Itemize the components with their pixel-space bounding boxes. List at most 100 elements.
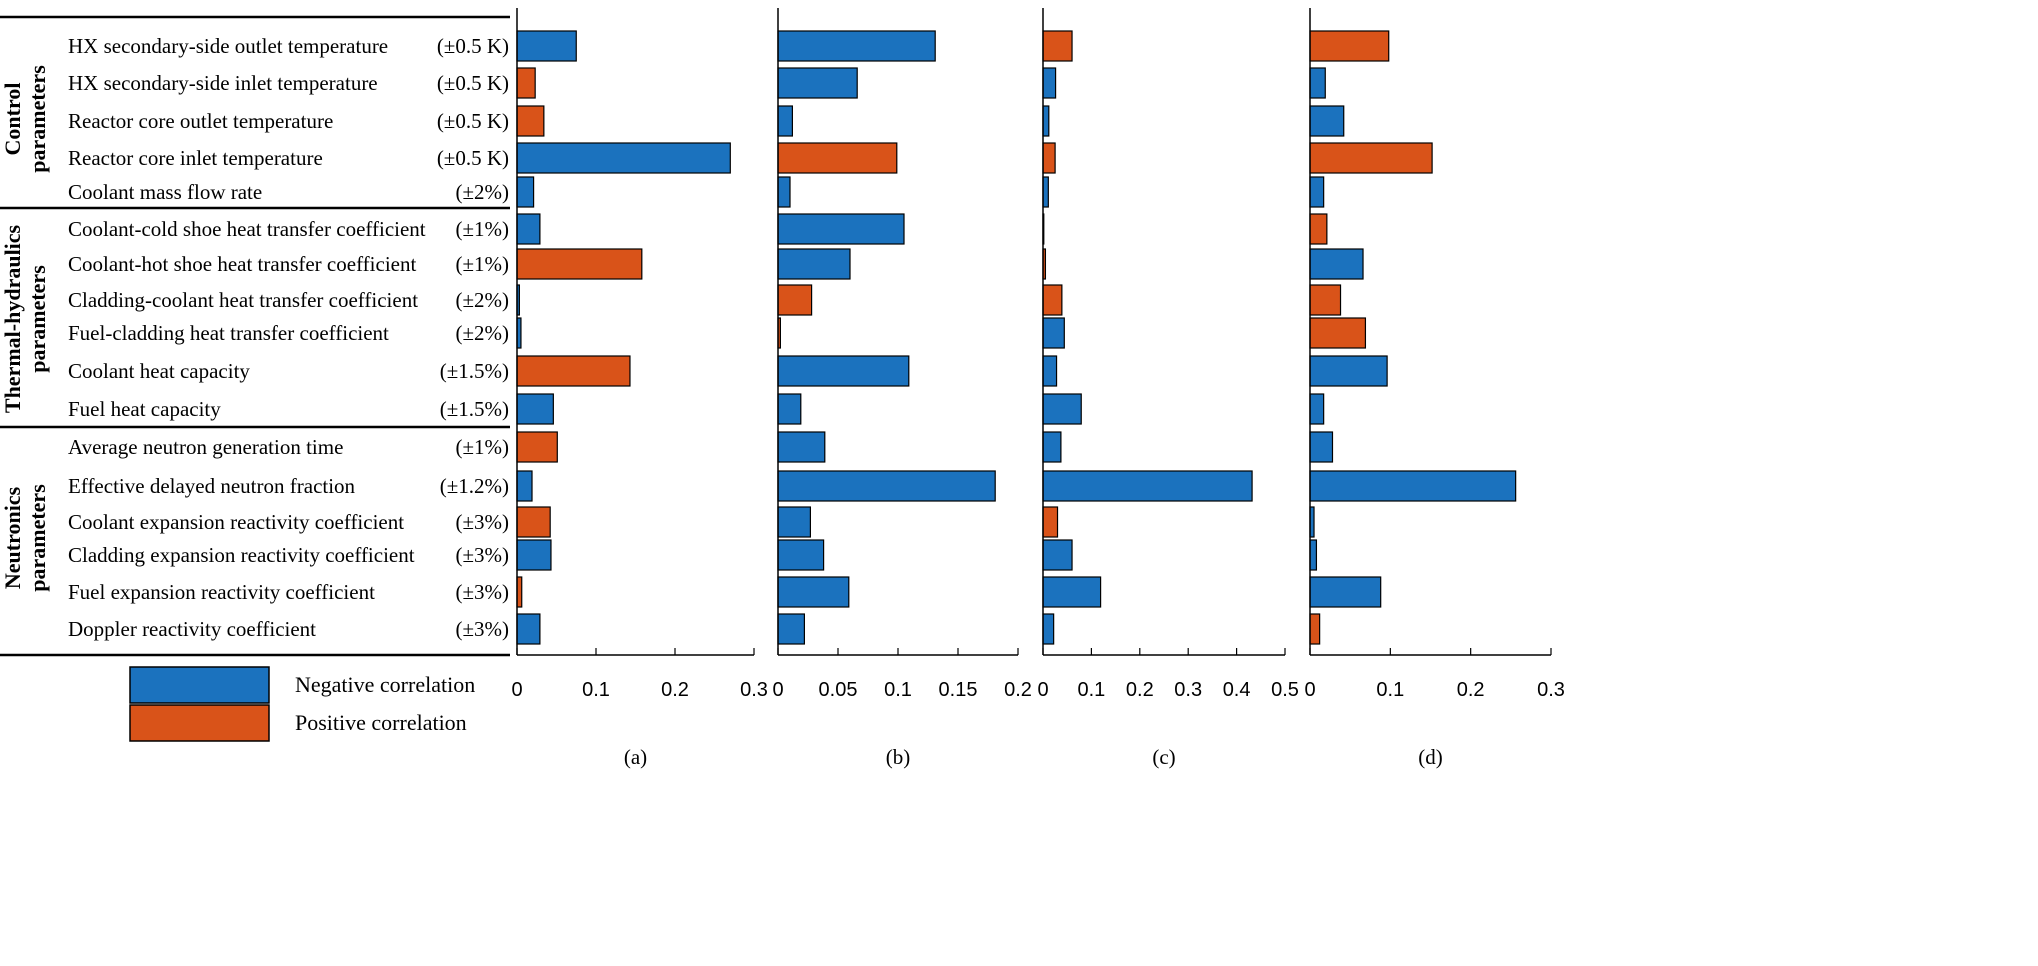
bar-negative [1042, 576, 1102, 608]
parameter-name: Effective delayed neutron fraction [68, 474, 356, 498]
x-tick-label: 0.3 [1537, 679, 1565, 701]
bar-negative [1042, 470, 1253, 502]
bar-negative [516, 393, 554, 425]
parameter-range: (±3%) [455, 580, 509, 604]
bar-negative [777, 470, 996, 502]
bar-negative [516, 30, 577, 62]
bar-negative [1309, 576, 1382, 608]
bar-positive [777, 284, 813, 316]
parameter-range: (±2%) [455, 321, 509, 345]
parameter-name: Fuel heat capacity [68, 397, 221, 421]
parameter-name: Coolant-cold shoe heat transfer coeffici… [68, 217, 426, 241]
parameter-range: (±1.2%) [440, 474, 509, 498]
parameter-range: (±3%) [455, 510, 509, 534]
bar-negative [1309, 431, 1334, 463]
legend-swatch-negative [129, 666, 270, 704]
bar-positive [516, 506, 551, 538]
bar-positive [516, 248, 643, 280]
parameter-table: HX secondary-side outlet temperature (±0.… [0, 15, 510, 657]
parameter-range: (±1%) [455, 217, 509, 241]
bar-positive [1042, 30, 1073, 62]
legend: Negative correlation Positive correlation [129, 666, 475, 742]
group-label: parameters [25, 265, 50, 373]
bar-positive [1309, 142, 1433, 174]
bar-negative [516, 176, 535, 208]
bar-negative [1309, 248, 1364, 280]
x-tick-label: 0 [772, 679, 783, 701]
panel-label: (b) [886, 745, 911, 769]
parameter-name: Coolant mass flow rate [68, 180, 262, 204]
x-tick-label: 0.2 [1004, 679, 1032, 701]
panel-d: 0 0.1 0.2 0.3 (d) [1304, 8, 1565, 769]
parameter-range: (±3%) [455, 543, 509, 567]
bar-negative [1042, 431, 1062, 463]
bar-negative [516, 613, 541, 645]
group-label: Thermal-hydraulics [0, 224, 25, 413]
x-tick-label: 0.1 [582, 679, 610, 701]
x-tick-label: 0.1 [1077, 679, 1105, 701]
bar-positive [516, 355, 631, 387]
x-tick-label: 0.15 [939, 679, 978, 701]
bar-positive [1309, 317, 1367, 349]
bar-negative [777, 67, 858, 99]
bar-negative [1309, 105, 1345, 137]
bar-negative [777, 105, 793, 137]
group-label: Neutronics [0, 486, 25, 589]
x-tick-label: 0 [1304, 679, 1315, 701]
bar-negative [516, 213, 541, 245]
x-tick-label: 0.4 [1223, 679, 1251, 701]
bar-negative [1309, 176, 1325, 208]
bar-negative [1042, 176, 1049, 208]
bar-negative [516, 142, 731, 174]
bar-negative [777, 176, 791, 208]
bar-negative [1309, 470, 1517, 502]
parameter-name: Fuel expansion reactivity coefficient [68, 580, 375, 604]
bar-negative [1042, 317, 1065, 349]
parameter-range: (±1.5%) [440, 397, 509, 421]
parameter-range: (±0.5 K) [437, 34, 509, 58]
x-tick-label: 0.2 [1126, 679, 1154, 701]
bar-positive [1309, 30, 1390, 62]
parameter-name: HX secondary-side outlet temperature [68, 34, 388, 58]
bar-negative [1042, 393, 1082, 425]
x-tick-label: 0.2 [1457, 679, 1485, 701]
bar-positive [516, 431, 558, 463]
bar-positive [1042, 506, 1059, 538]
bar-negative [777, 393, 802, 425]
bar-negative [1042, 355, 1058, 387]
x-tick-label: 0.3 [740, 679, 768, 701]
chart-panels: 0 0.1 0.2 0.3 (a) 0 0.05 0.1 0.15 0.2 (b) 0 0.1 0.2 0.… [511, 8, 1565, 769]
parameter-name: Coolant heat capacity [68, 359, 250, 383]
parameter-name: Cladding-coolant heat transfer coefficie… [68, 288, 418, 312]
bar-negative [777, 576, 850, 608]
bar-negative [1042, 613, 1055, 645]
parameter-name: Coolant expansion reactivity coefficient [68, 510, 404, 534]
bar-negative [777, 613, 805, 645]
bar-negative [777, 30, 936, 62]
parameter-name: Average neutron generation time [68, 435, 343, 459]
bar-negative [1309, 67, 1326, 99]
bar-negative [1309, 539, 1318, 571]
parameter-name: Reactor core inlet temperature [68, 146, 323, 170]
parameter-range: (±2%) [455, 180, 509, 204]
bar-negative [777, 248, 851, 280]
parameter-name: Reactor core outlet temperature [68, 109, 333, 133]
x-tick-label: 0.1 [884, 679, 912, 701]
bar-negative [1309, 393, 1325, 425]
group-label: parameters [25, 484, 50, 592]
parameter-range: (±1%) [455, 435, 509, 459]
x-tick-label: 0.1 [1376, 679, 1404, 701]
parameter-range: (±2%) [455, 288, 509, 312]
panel-b: 0 0.05 0.1 0.15 0.2 (b) [772, 8, 1032, 769]
panel-label: (a) [624, 745, 647, 769]
bar-negative [777, 355, 910, 387]
bar-negative [516, 470, 533, 502]
x-tick-label: 0.3 [1174, 679, 1202, 701]
parameter-range: (±1%) [455, 252, 509, 276]
panel-c: 0 0.1 0.2 0.3 0.4 0.5 (c) [1037, 8, 1299, 769]
bar-positive [1309, 613, 1321, 645]
bar-positive [1309, 284, 1342, 316]
panel-a: 0 0.1 0.2 0.3 (a) [511, 8, 768, 769]
legend-swatch-positive [129, 704, 270, 742]
